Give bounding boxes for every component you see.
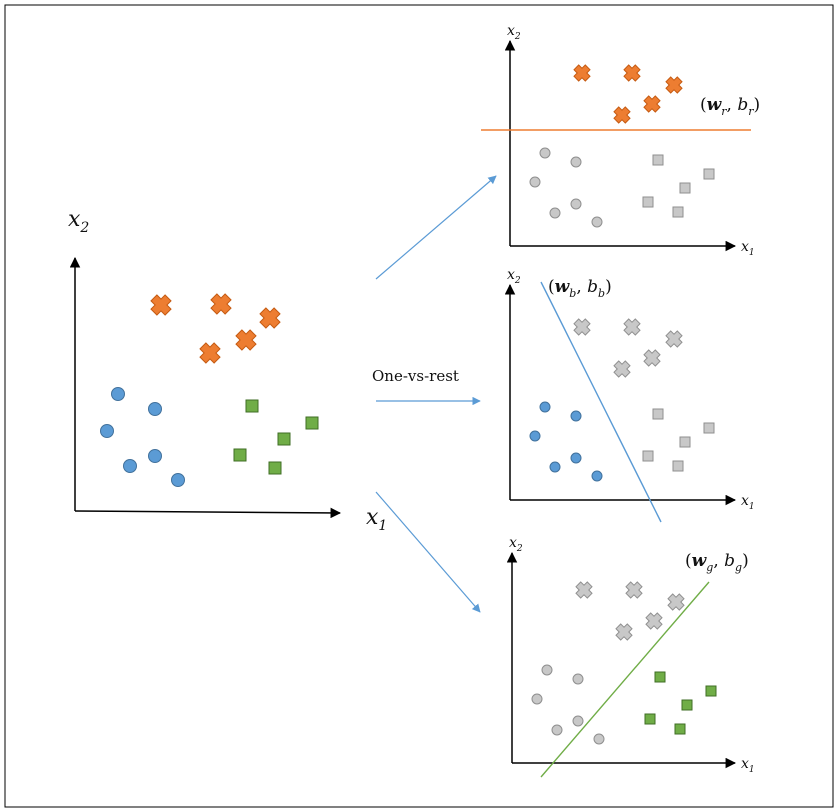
orange-cross-point [643,95,661,113]
sub-plot-blue: x2 x1 (wb, bb) [504,267,755,523]
gray-circle-point [539,147,551,159]
green-square-point [674,723,686,735]
orange-cross-point [573,64,591,82]
green-square-point [277,432,291,446]
orange-cross-point [665,76,683,94]
param-label-green: (wg, bg) [685,551,749,574]
gray-circle-point [572,715,584,727]
gray-circle-point [551,724,563,736]
gray-cross-point [645,612,663,630]
green-square-point [681,699,693,711]
gray-circle-point [591,216,603,228]
sub-x-axis-label: x1 [741,239,755,258]
green-square-point [268,461,282,475]
gray-square-point [642,196,654,208]
green-square-point [233,448,247,462]
gray-square-point [652,408,664,420]
blue-circle-point [570,452,582,464]
orange-cross-point [613,106,631,124]
orange-cross-point [235,329,257,351]
blue-circle-point [570,410,582,422]
decision-boundary-green [540,581,710,778]
orange-cross-point [150,294,172,316]
main-x-axis [74,507,342,519]
gray-cross-point [623,318,641,336]
sub-y-axis-label: x2 [507,267,521,286]
orange-cross-point [259,307,281,329]
blue-circle-point [148,402,162,416]
sub-x-axis-label: x1 [741,493,755,512]
gray-circle-point [593,733,605,745]
gray-circle-point [549,207,561,219]
blue-circle-point [111,387,125,401]
one-vs-rest-label: One-vs-rest [372,367,459,385]
gray-cross-point [613,360,631,378]
blue-circle-point [171,473,185,487]
green-square-point [644,713,656,725]
gray-circle-point [570,198,582,210]
orange-cross-point [623,64,641,82]
param-label-red: (wr, br) [700,95,760,118]
gray-cross-point [575,581,593,599]
gray-cross-point [665,330,683,348]
blue-circle-point [591,470,603,482]
gray-cross-point [667,593,685,611]
gray-square-point [703,422,715,434]
main-plot: x2 x1 [68,207,387,534]
green-square-point [705,685,717,697]
gray-circle-point [570,156,582,168]
gray-circle-point [531,693,543,705]
blue-circle-point [549,461,561,473]
main-y-axis-label: x2 [68,207,89,236]
blue-circle-point [148,449,162,463]
gray-cross-point [615,623,633,641]
sub-plot-red: x2 x1 (wr, br) [481,23,760,258]
green-square-point [245,399,259,413]
gray-circle-point [541,664,553,676]
orange-cross-point [210,293,232,315]
gray-square-point [679,182,691,194]
green-square-point [305,416,319,430]
sub-plot-green: x2 x1 (wg, bg) [506,535,755,778]
main-data-points [100,293,319,487]
blue-circle-point [123,459,137,473]
gray-square-point [679,436,691,448]
gray-square-point [642,450,654,462]
blue-circle-point [539,401,551,413]
gray-cross-point [643,349,661,367]
figure-frame [4,4,834,808]
gray-square-point [672,460,684,472]
sub-y-axis-label: x2 [507,23,521,42]
green-square-point [654,671,666,683]
gray-circle-point [572,673,584,685]
blue-circle-point [100,424,114,438]
sub-y-axis-label: x2 [509,535,523,554]
gray-cross-point [625,581,643,599]
sub-plots: x2 x1 (wr, br) x2 x1 (wb, bb) x2 x1 (wg, bg) [481,23,760,778]
orange-cross-point [199,342,221,364]
gray-circle-point [529,176,541,188]
decision-boundary-blue [540,281,662,523]
gray-square-point [703,168,715,180]
sub-x-axis-label: x1 [741,756,755,775]
gray-square-point [672,206,684,218]
arrow-to-green-plot [375,491,481,613]
param-label-blue: (wb, bb) [548,277,612,300]
main-x-axis-label: x1 [366,505,387,534]
gray-cross-point [573,318,591,336]
blue-circle-point [529,430,541,442]
gray-square-point [652,154,664,166]
arrow-to-red-plot [375,175,497,280]
